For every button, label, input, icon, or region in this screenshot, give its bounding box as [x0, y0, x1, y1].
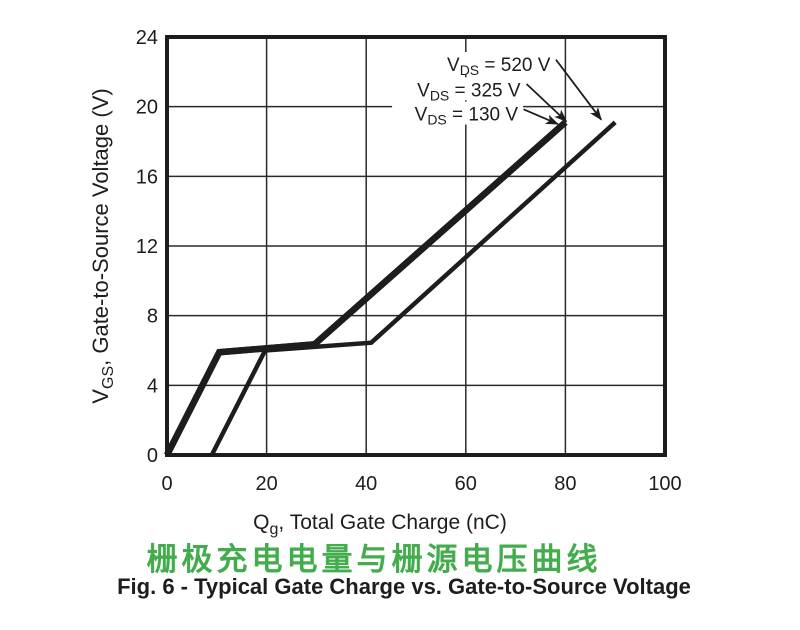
figure-caption: Fig. 6 - Typical Gate Charge vs. Gate-to… [117, 574, 691, 599]
curve-vds-130-v [164, 119, 568, 457]
y-tick-label-8: 8 [147, 306, 158, 328]
y-tick-label-12: 12 [136, 236, 158, 258]
x-tick-label-20: 20 [255, 473, 277, 495]
axis-title-x: Qg, Total Gate Charge (nC) [253, 511, 507, 538]
y-tick-label-0: 0 [147, 445, 158, 467]
annotation-arrow-vds-520 [555, 59, 602, 121]
axis-title-y: VGS, Gate-to-Source Voltage (V) [88, 88, 117, 403]
y-tick-label-20: 20 [136, 97, 158, 119]
x-tick-label-60: 60 [455, 473, 477, 495]
annotation-mask-vds-325 [394, 77, 526, 101]
annotation-label-vds-325: VDS = 325 V [417, 80, 521, 103]
x-tick-label-0: 0 [161, 473, 172, 495]
x-tick-label-100: 100 [648, 473, 681, 495]
annotation-mask-vds-130 [392, 101, 524, 125]
annotation-label-vds-130: VDS = 130 V [415, 105, 519, 128]
annotation-mask-vds-520 [424, 51, 556, 75]
annotation-label-vds-520: VDS = 520 V [447, 55, 551, 78]
x-tick-label-80: 80 [554, 473, 576, 495]
annotation-arrow-vds-130 [523, 108, 559, 125]
annotation-arrow-vds-325 [525, 83, 568, 123]
y-tick-label-4: 4 [147, 375, 158, 397]
y-tick-label-16: 16 [136, 166, 158, 188]
x-tick-label-40: 40 [355, 473, 377, 495]
curve-vds-520-v [209, 120, 617, 457]
plot-frame [165, 35, 667, 457]
chart-title-chinese: 栅极充电电量与栅源电压曲线 [146, 542, 602, 577]
y-tick-label-24: 24 [136, 27, 158, 49]
